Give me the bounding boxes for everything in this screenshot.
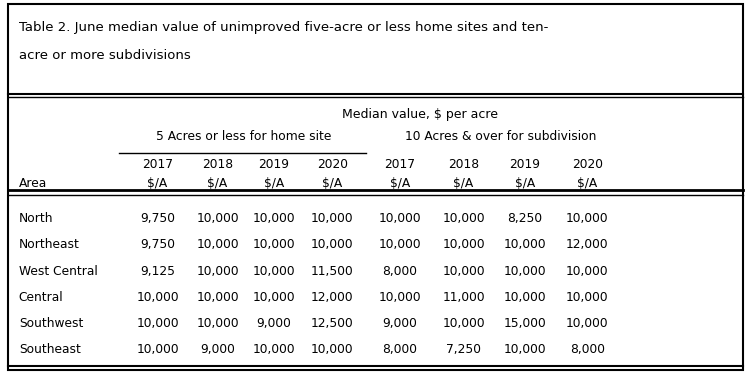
Text: 9,000: 9,000	[200, 343, 235, 356]
Text: 10,000: 10,000	[379, 239, 421, 251]
Text: 10,000: 10,000	[442, 265, 485, 278]
Text: 10,000: 10,000	[253, 291, 295, 304]
Text: 2019: 2019	[258, 158, 290, 171]
Text: 10,000: 10,000	[253, 212, 295, 225]
Text: Median value, $ per acre: Median value, $ per acre	[342, 108, 498, 120]
Text: 10,000: 10,000	[504, 265, 546, 278]
Text: 9,125: 9,125	[140, 265, 175, 278]
Text: Area: Area	[19, 177, 47, 190]
Text: 12,500: 12,500	[310, 317, 354, 330]
Text: 11,000: 11,000	[442, 291, 485, 304]
Text: Table 2. June median value of unimproved five-acre or less home sites and ten-: Table 2. June median value of unimproved…	[19, 21, 548, 34]
Text: 2020: 2020	[316, 158, 348, 171]
Text: 10,000: 10,000	[311, 343, 353, 356]
Text: 15,000: 15,000	[504, 317, 546, 330]
Text: 9,000: 9,000	[382, 317, 417, 330]
Text: $/A: $/A	[207, 177, 227, 190]
Text: 11,500: 11,500	[310, 265, 354, 278]
Text: $/A: $/A	[264, 177, 284, 190]
Text: 10,000: 10,000	[253, 343, 295, 356]
Text: North: North	[19, 212, 53, 225]
Text: $/A: $/A	[514, 177, 535, 190]
Text: 10,000: 10,000	[566, 291, 608, 304]
Text: Central: Central	[19, 291, 63, 304]
Text: 10,000: 10,000	[136, 317, 178, 330]
Text: 10 Acres & over for subdivision: 10 Acres & over for subdivision	[405, 130, 597, 143]
Text: 12,000: 12,000	[566, 239, 608, 251]
Text: 10,000: 10,000	[196, 212, 238, 225]
Text: $/A: $/A	[453, 177, 474, 190]
Text: 10,000: 10,000	[442, 239, 485, 251]
Text: 12,000: 12,000	[311, 291, 353, 304]
Text: 10,000: 10,000	[196, 239, 238, 251]
Text: 10,000: 10,000	[196, 291, 238, 304]
Text: 2018: 2018	[448, 158, 479, 171]
Text: West Central: West Central	[19, 265, 98, 278]
Text: 10,000: 10,000	[311, 239, 353, 251]
Text: 2018: 2018	[202, 158, 233, 171]
Text: Southwest: Southwest	[19, 317, 83, 330]
Text: 10,000: 10,000	[311, 212, 353, 225]
Text: 10,000: 10,000	[442, 212, 485, 225]
Text: 2017: 2017	[384, 158, 416, 171]
Text: 8,000: 8,000	[570, 343, 604, 356]
Text: 10,000: 10,000	[504, 291, 546, 304]
Text: 9,750: 9,750	[140, 212, 175, 225]
Text: 8,000: 8,000	[382, 343, 417, 356]
Text: 10,000: 10,000	[566, 212, 608, 225]
Text: Southeast: Southeast	[19, 343, 81, 356]
Text: 9,000: 9,000	[256, 317, 291, 330]
Text: $/A: $/A	[322, 177, 342, 190]
Text: 2019: 2019	[509, 158, 541, 171]
Text: $/A: $/A	[147, 177, 168, 190]
Text: Northeast: Northeast	[19, 239, 80, 251]
Text: 2017: 2017	[142, 158, 173, 171]
Text: 10,000: 10,000	[442, 317, 485, 330]
Text: 8,250: 8,250	[508, 212, 542, 225]
Text: 8,000: 8,000	[382, 265, 417, 278]
Text: 10,000: 10,000	[504, 239, 546, 251]
Text: 10,000: 10,000	[196, 317, 238, 330]
Text: acre or more subdivisions: acre or more subdivisions	[19, 49, 190, 62]
Text: 10,000: 10,000	[379, 291, 421, 304]
Text: 10,000: 10,000	[379, 212, 421, 225]
Text: 10,000: 10,000	[136, 343, 178, 356]
Text: $/A: $/A	[390, 177, 410, 190]
Text: 5 Acres or less for home site: 5 Acres or less for home site	[156, 130, 332, 143]
Text: 10,000: 10,000	[504, 343, 546, 356]
Text: 10,000: 10,000	[196, 265, 238, 278]
Text: 10,000: 10,000	[566, 265, 608, 278]
Text: 2020: 2020	[572, 158, 603, 171]
Text: 10,000: 10,000	[253, 265, 295, 278]
Text: 10,000: 10,000	[566, 317, 608, 330]
Text: 9,750: 9,750	[140, 239, 175, 251]
Text: $/A: $/A	[578, 177, 597, 190]
Text: 10,000: 10,000	[136, 291, 178, 304]
Text: 7,250: 7,250	[446, 343, 481, 356]
Text: 10,000: 10,000	[253, 239, 295, 251]
